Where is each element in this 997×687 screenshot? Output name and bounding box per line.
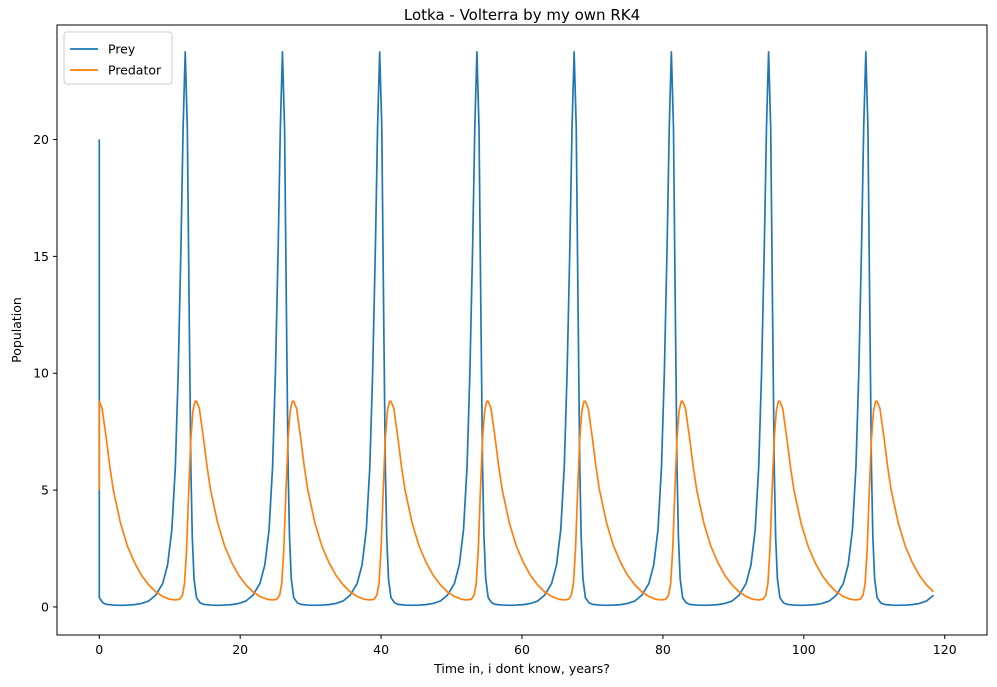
y-axis-label: Population [9, 297, 24, 363]
x-tick-label: 100 [792, 642, 816, 657]
y-tick-label: 0 [41, 599, 49, 614]
legend: Prey Predator [63, 31, 173, 85]
legend-box [63, 31, 173, 85]
series-line-predator [98, 400, 935, 601]
y-axis: 0 5 10 15 20 [33, 132, 57, 614]
x-tick-label: 40 [373, 642, 389, 657]
series-line-prey [98, 51, 934, 607]
x-tick-label: 120 [933, 642, 957, 657]
x-tick-label: 20 [232, 642, 248, 657]
legend-label-predator: Predator [108, 63, 162, 78]
x-axis: 0 20 40 60 80 100 120 [95, 635, 957, 657]
plot-area [57, 25, 987, 635]
x-tick-label: 80 [655, 642, 671, 657]
y-tick-label: 15 [33, 249, 49, 264]
x-tick-label: 0 [95, 642, 103, 657]
x-axis-label: Time in, i dont know, years? [433, 661, 610, 676]
chart-title: Lotka - Volterra by my own RK4 [404, 6, 640, 24]
series-layer [98, 51, 935, 607]
y-tick-label: 10 [33, 366, 49, 381]
y-tick-label: 20 [33, 132, 49, 147]
legend-label-prey: Prey [108, 42, 136, 57]
y-tick-label: 5 [41, 483, 49, 498]
x-tick-label: 60 [514, 642, 530, 657]
